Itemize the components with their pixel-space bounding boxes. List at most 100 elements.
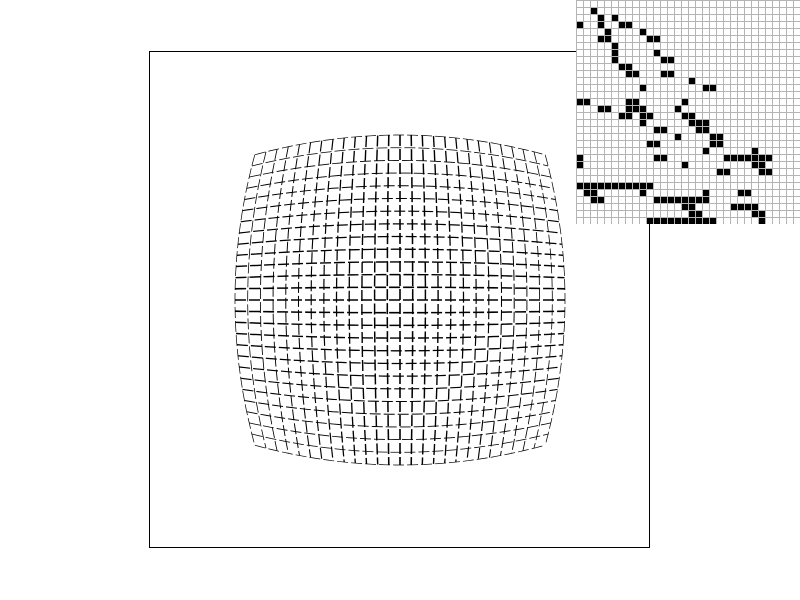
grid-line-horizontal	[239, 366, 561, 377]
filled-pixel	[695, 119, 702, 126]
filled-pixel	[646, 35, 653, 42]
filled-pixel	[597, 35, 604, 42]
filled-pixel	[702, 84, 709, 91]
filled-pixel	[681, 217, 688, 224]
grid-line-horizontal	[249, 422, 551, 441]
filled-pixel	[751, 154, 758, 161]
grid-line-vertical	[544, 154, 566, 446]
filled-pixel	[590, 189, 597, 196]
grid-line-horizontal	[237, 355, 563, 365]
filled-pixel	[695, 217, 702, 224]
filled-pixel	[751, 203, 758, 210]
grid-line-horizontal	[246, 411, 554, 428]
filled-pixel	[632, 105, 639, 112]
grid-line-horizontal	[251, 433, 549, 453]
filled-pixel	[625, 182, 632, 189]
filled-pixel	[688, 210, 695, 217]
filled-pixel	[744, 189, 751, 196]
filled-pixel	[765, 154, 772, 161]
filled-pixel	[737, 189, 744, 196]
filled-pixel	[681, 161, 688, 168]
pixel-grid	[576, 0, 800, 224]
filled-pixel	[639, 28, 646, 35]
filled-pixel	[583, 182, 590, 189]
filled-pixel	[751, 161, 758, 168]
filled-pixel	[618, 63, 625, 70]
filled-pixel	[674, 105, 681, 112]
grid-line-vertical	[444, 136, 452, 464]
filled-pixel	[576, 154, 583, 161]
filled-pixel	[688, 119, 695, 126]
filled-pixel	[590, 7, 597, 14]
filled-pixel	[625, 112, 632, 119]
filled-pixel	[667, 217, 674, 224]
filled-pixel	[611, 42, 618, 49]
filled-pixel	[639, 84, 646, 91]
grid-line-vertical	[421, 135, 427, 465]
filled-pixel	[604, 28, 611, 35]
filled-pixel	[632, 98, 639, 105]
filled-pixel	[758, 161, 765, 168]
filled-pixel	[590, 196, 597, 203]
filled-pixel	[611, 182, 618, 189]
filled-pixel	[744, 203, 751, 210]
filled-pixel	[674, 196, 681, 203]
filled-pixel	[681, 203, 688, 210]
grid-line-horizontal	[236, 332, 564, 339]
filled-pixel	[737, 154, 744, 161]
filled-pixel	[576, 21, 583, 28]
filled-pixel	[646, 140, 653, 147]
grid-line-horizontal	[235, 286, 565, 290]
filled-pixel	[716, 140, 723, 147]
grid-line-horizontal	[235, 321, 565, 327]
filled-pixel	[625, 105, 632, 112]
filled-pixel	[639, 112, 646, 119]
filled-pixel	[660, 56, 667, 63]
filled-pixel	[681, 196, 688, 203]
grid-line-horizontal	[235, 273, 565, 279]
filled-pixel	[653, 49, 660, 56]
filled-pixel	[765, 168, 772, 175]
grid-line-vertical	[511, 146, 528, 454]
grid-line-horizontal	[249, 159, 551, 178]
grid-line-vertical	[410, 135, 414, 465]
grid-line-vertical	[386, 135, 390, 465]
filled-pixel	[702, 147, 709, 154]
filled-pixel	[709, 140, 716, 147]
filled-pixel	[709, 217, 716, 224]
filled-pixel	[604, 182, 611, 189]
grid-line-horizontal	[236, 344, 564, 352]
filled-pixel	[646, 217, 653, 224]
filled-pixel	[660, 154, 667, 161]
filled-pixel	[688, 77, 695, 84]
filled-pixel	[597, 196, 604, 203]
filled-pixel	[758, 210, 765, 217]
grid-line-vertical	[522, 149, 541, 451]
grid-line-horizontal	[240, 377, 560, 390]
filled-pixel	[632, 70, 639, 77]
filled-pixel	[604, 105, 611, 112]
grid-line-horizontal	[251, 147, 549, 167]
filled-pixel	[632, 182, 639, 189]
filled-pixel	[625, 21, 632, 28]
filled-pixel	[604, 35, 611, 42]
pixel-zoom-panel	[576, 0, 800, 224]
filled-pixel	[702, 126, 709, 133]
filled-pixel	[681, 112, 688, 119]
filled-pixel	[730, 203, 737, 210]
filled-pixel	[653, 140, 660, 147]
filled-pixel	[716, 168, 723, 175]
grid-line-vertical	[533, 151, 553, 449]
filled-pixel	[625, 70, 632, 77]
filled-pixel	[695, 126, 702, 133]
filled-pixel	[611, 56, 618, 63]
filled-pixel	[695, 196, 702, 203]
filled-pixel	[660, 196, 667, 203]
filled-pixel	[758, 217, 765, 224]
filled-pixel	[597, 182, 604, 189]
filled-pixel	[744, 154, 751, 161]
filled-pixel	[688, 112, 695, 119]
grid-line-vertical	[466, 139, 477, 461]
grid-line-vertical	[247, 151, 267, 449]
grid-line-horizontal	[244, 400, 556, 415]
